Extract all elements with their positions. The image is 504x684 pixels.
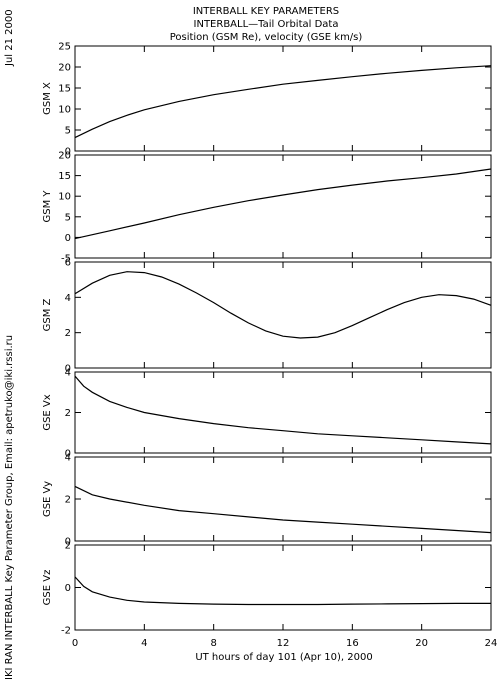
panel-frame: [74, 261, 492, 369]
chart-title-line-2: INTERBALL—Tail Orbital Data: [194, 19, 339, 30]
y-axis-label: GSE Vz: [42, 570, 53, 606]
panel-5: 0 2 4 GSE Vy: [42, 453, 492, 548]
x-tick-label: 0: [72, 638, 78, 649]
y-tick-label: 10: [58, 105, 71, 116]
y-tick-label: 25: [58, 42, 71, 53]
y-tick-label: 0: [65, 449, 71, 460]
y-tick-label: 2: [65, 328, 71, 339]
x-tick-label: 24: [485, 638, 498, 649]
y-tick-label: 6: [65, 258, 71, 269]
y-tick-label: 2: [65, 408, 71, 419]
chart-title-line-3: Position (GSM Re), velocity (GSE km/s): [170, 32, 363, 43]
y-axis-label: GSM Y: [42, 190, 53, 223]
series-line: [74, 168, 492, 240]
x-tick-label: 8: [210, 638, 216, 649]
y-tick-label: 20: [58, 151, 71, 162]
y-tick-label: 5: [65, 126, 71, 137]
y-tick-label: -2: [61, 626, 71, 637]
chart-title-line-1: INTERBALL KEY PARAMETERS: [193, 6, 339, 17]
panel-frame: [74, 371, 492, 454]
y-axis-label: GSE Vy: [42, 481, 53, 517]
y-tick-label: 4: [65, 293, 71, 304]
panel-3: 0 2 4 6 GSM Z: [42, 258, 492, 375]
y-tick-label: 2: [65, 495, 71, 506]
y-tick-label: 0: [65, 583, 71, 594]
y-tick-label: -5: [61, 254, 71, 265]
x-axis-label: UT hours of day 101 (Apr 10), 2000: [195, 652, 372, 663]
y-tick-label: 10: [58, 192, 71, 203]
y-tick-label: 4: [65, 368, 71, 379]
y-tick-label: 0: [65, 537, 71, 548]
y-tick-label: 4: [65, 453, 71, 464]
y-tick-label: 20: [58, 63, 71, 74]
series-line: [74, 375, 492, 445]
panel-6: -2 0 2 GSE Vz: [42, 541, 492, 637]
x-tick-label: 16: [346, 638, 359, 649]
y-tick-label: 0: [65, 364, 71, 375]
y-tick-label: 5: [65, 212, 71, 223]
y-tick-label: 0: [65, 233, 71, 244]
x-tick-label: 4: [141, 638, 147, 649]
y-tick-label: 15: [58, 171, 71, 182]
x-tick-label: 12: [277, 638, 290, 649]
panel-2: -5 0 5 10 15 20 GSM Y: [42, 151, 492, 265]
panel-frame: [74, 45, 492, 152]
x-tick-label: 20: [415, 638, 428, 649]
y-axis-label: GSM X: [42, 82, 53, 115]
panel-1: 0 5 10 15 20 25 GSM X: [42, 42, 492, 158]
y-tick-label: 0: [65, 147, 71, 158]
y-axis-label: GSM Z: [42, 298, 53, 331]
side-credit: IKI RAN INTERBALL Key Parameter Group, E…: [4, 335, 15, 680]
panel-4: 0 2 4 GSE Vx: [42, 368, 492, 460]
y-tick-label: 2: [65, 541, 71, 552]
series-line: [74, 576, 491, 606]
panel-frame: [74, 544, 492, 631]
side-date: Jul 21 2000: [4, 9, 15, 67]
series-line: [74, 65, 492, 139]
series-line: [74, 485, 492, 534]
y-tick-label: 15: [58, 84, 71, 95]
y-axis-label: GSE Vx: [42, 394, 53, 430]
series-line: [74, 271, 492, 339]
panel-frame: [74, 154, 492, 259]
